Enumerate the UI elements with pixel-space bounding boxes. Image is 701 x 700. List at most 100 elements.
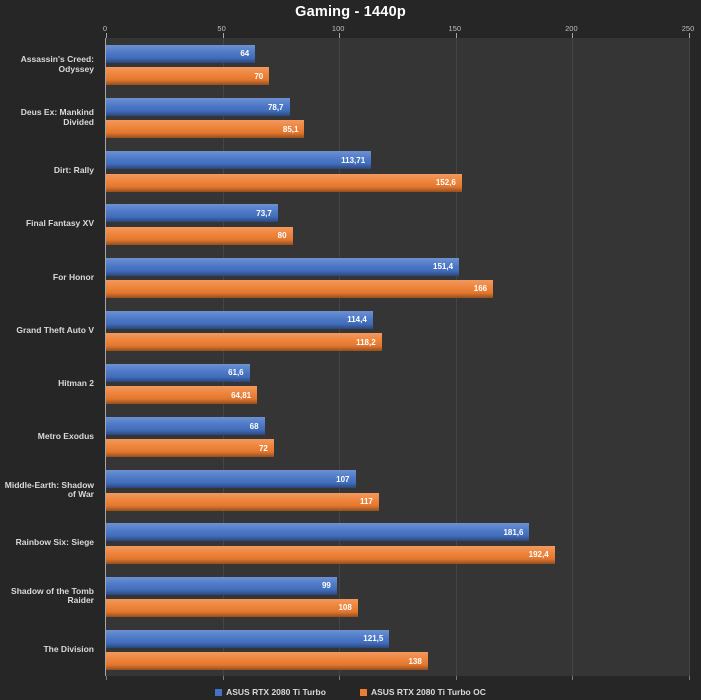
bar: 80 [106, 226, 293, 245]
category-label: Middle-Earth: Shadow of War [4, 479, 94, 499]
bar-value-label: 114,4 [347, 315, 367, 325]
x-axis-tick-label: 150 [448, 24, 462, 33]
bar: 78,7 [106, 98, 290, 117]
bar-value-label: 117 [359, 497, 373, 507]
bar: 108 [106, 598, 358, 617]
bar: 68 [106, 417, 265, 436]
axis-tick-mark [689, 676, 690, 680]
axis-tick-mark [455, 33, 457, 38]
category-label: Final Fantasy XV [25, 218, 94, 229]
bar-value-label: 68 [249, 421, 259, 431]
legend-item: ASUS RTX 2080 Ti Turbo OC [359, 687, 486, 697]
gridline [689, 38, 690, 676]
category-label: Deus Ex: Mankind Divided [20, 107, 94, 127]
bar: 72 [106, 439, 274, 458]
axis-tick-mark [339, 676, 341, 680]
bar: 118,2 [106, 333, 382, 352]
bar: 70 [106, 67, 270, 86]
bar-value-label: 99 [321, 581, 331, 591]
bar-value-label: 80 [277, 231, 287, 241]
category-label: Shadow of the Tomb Raider [11, 585, 94, 606]
bar-value-label: 152,6 [435, 178, 456, 188]
axis-tick-mark [339, 33, 341, 38]
bar: 192,4 [106, 545, 555, 564]
category-label: For Honor [52, 271, 94, 282]
bar-group: 113,71 152,6 [106, 144, 689, 197]
axis-tick-mark [106, 33, 107, 38]
axis-tick-mark [455, 676, 457, 680]
axis-tick-mark [222, 33, 224, 38]
bar-group: 68 72 [106, 410, 689, 463]
bar: 138 [106, 652, 428, 671]
bar-value-label: 113,71 [341, 155, 366, 165]
bar-value-label: 64,81 [231, 390, 252, 400]
axis-tick-mark [222, 676, 224, 680]
bar: 73,7 [106, 204, 278, 223]
bar: 181,6 [106, 523, 530, 542]
bar-value-label: 181,6 [503, 527, 524, 537]
category-label: Dirt: Rally [53, 165, 94, 176]
bar-value-label: 61,6 [228, 368, 244, 378]
bar: 113,71 [106, 151, 372, 170]
x-axis-tick-label: 50 [217, 24, 226, 33]
plot-area: 64 70 78,7 85,1 113,71 152,6 73,7 80 151,4 166 114… [105, 33, 690, 680]
bar: 99 [106, 576, 337, 595]
bar-group: 61,6 64,81 [106, 357, 689, 410]
x-axis-tick-label: 100 [331, 24, 345, 33]
bar: 64 [106, 44, 256, 63]
bar-group: 181,6 192,4 [106, 517, 689, 570]
bar-group: 78,7 85,1 [106, 91, 689, 144]
gridline [222, 38, 224, 676]
bar: 151,4 [106, 257, 460, 276]
axis-tick-mark [572, 33, 574, 38]
bar: 166 [106, 279, 494, 298]
bar-value-label: 73,7 [256, 208, 272, 218]
bar: 85,1 [106, 120, 305, 139]
gridline [572, 38, 574, 676]
legend-label: ASUS RTX 2080 Ti Turbo OC [370, 687, 486, 697]
legend-label: ASUS RTX 2080 Ti Turbo [226, 687, 326, 697]
bar: 121,5 [106, 629, 390, 648]
category-label: Rainbow Six: Siege [15, 537, 94, 548]
bar: 107 [106, 470, 356, 489]
bar: 152,6 [106, 173, 462, 192]
bar-group: 99 108 [106, 570, 689, 623]
x-axis-tick-label: 250 [681, 24, 695, 33]
legend-item: ASUS RTX 2080 Ti Turbo [215, 687, 326, 697]
category-label: Assassin's Creed: Odyssey [20, 54, 94, 74]
bar-group: 121,5 138 [106, 623, 689, 676]
category-label: Grand Theft Auto V [16, 324, 94, 335]
bar: 114,4 [106, 310, 373, 329]
bar-value-label: 85,1 [282, 124, 299, 134]
bar-value-label: 121,5 [363, 634, 384, 644]
legend-swatch-icon [215, 688, 223, 696]
legend: ASUS RTX 2080 Ti Turbo ASUS RTX 2080 Ti … [0, 687, 701, 697]
axis-tick-mark [689, 33, 690, 38]
bar-group: 114,4 118,2 [106, 304, 689, 357]
bar-group: 64 70 [106, 38, 689, 91]
bar-value-label: 118,2 [356, 337, 376, 347]
gridline [339, 38, 341, 676]
x-axis-tick-label: 200 [565, 24, 578, 33]
bar-value-label: 138 [408, 656, 422, 666]
category-label: The Division [43, 643, 94, 654]
bar-value-label: 151,4 [433, 262, 454, 272]
bar-group: 73,7 80 [106, 198, 689, 251]
bar-value-label: 107 [336, 474, 350, 484]
bar-value-label: 78,7 [267, 102, 284, 112]
bar: 61,6 [106, 363, 250, 382]
x-axis-tick-label: 0 [102, 24, 108, 33]
bar-group: 151,4 166 [106, 251, 689, 304]
bar-group: 107 117 [106, 463, 689, 516]
bar: 117 [106, 492, 379, 511]
axis-tick-mark [572, 676, 574, 680]
bar-value-label: 70 [254, 71, 264, 81]
bar-value-label: 64 [240, 49, 250, 59]
category-label: Metro Exodus [37, 431, 94, 442]
bar-value-label: 108 [338, 603, 352, 613]
category-label: Hitman 2 [58, 377, 94, 388]
bar-value-label: 72 [258, 443, 268, 453]
axis-tick-mark [106, 676, 107, 680]
gridline [455, 38, 457, 676]
